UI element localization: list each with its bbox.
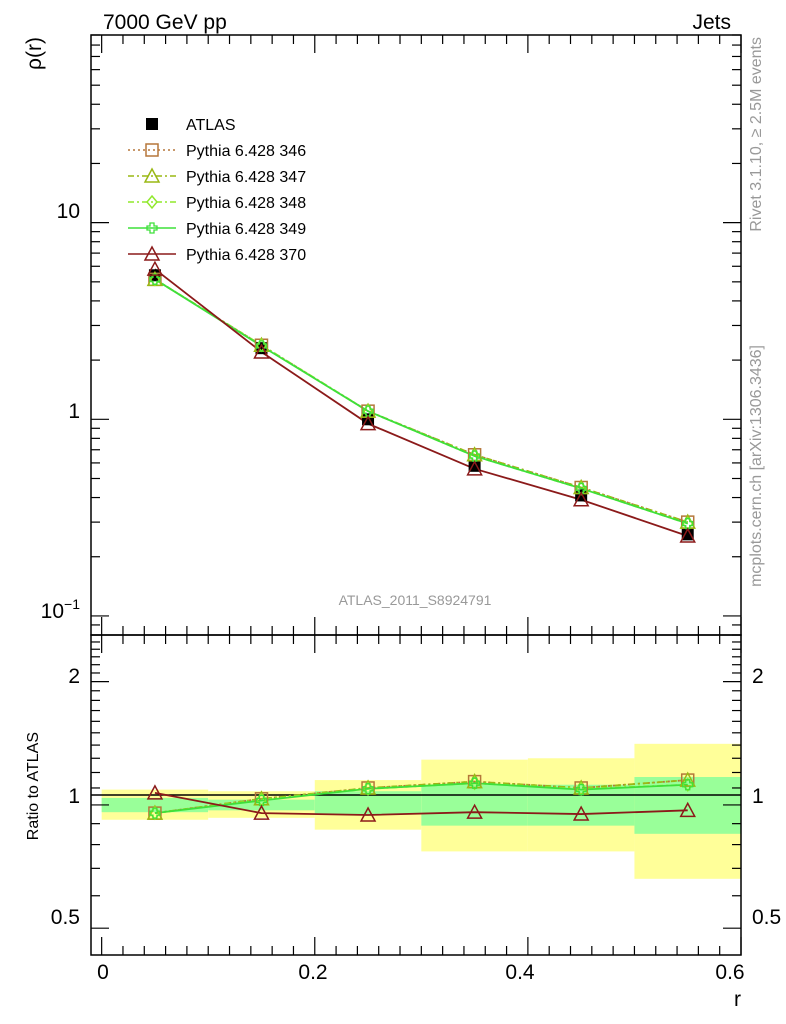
y-tick-label-0.1: 10−1 [41, 596, 81, 623]
ratio-series-point [468, 777, 481, 789]
rivet-label: Rivet 3.1.10, ≥ 2.5M events [748, 37, 765, 232]
series-line [154, 278, 688, 523]
series-point [146, 260, 164, 276]
ratio-series-point [679, 801, 696, 818]
ratio-series-line [154, 782, 688, 814]
x-tick-label-0.2: 0.2 [298, 961, 327, 984]
legend-marker [145, 143, 159, 157]
legend-marker [146, 222, 158, 234]
mcplots-label: mcplots.cern.ch [arXiv:1306.3436] [748, 345, 765, 587]
x-tick-label-0.4: 0.4 [505, 961, 535, 984]
series-line [154, 268, 689, 537]
legend: ATLAS Pythia 6.428 346 Pythia 6.428 347 Pyt… [128, 117, 306, 264]
top-panel: ATLAS_2011_S8924791 ρ(r) 10−1 1 10 ATLAS… [23, 34, 742, 636]
legend-label: Pythia 6.428 347 [186, 169, 306, 186]
ratio-tick-label-1-right: 1 [752, 785, 764, 808]
ratio-series-line [154, 779, 688, 814]
ratio-tick-label-0.5-left: 0.5 [51, 906, 80, 929]
ratio-series-point [253, 804, 270, 820]
ratio-series-line [154, 792, 688, 816]
y-tick-label-0.1-exponent: −1 [64, 596, 80, 612]
top-y-axis-label: ρ(r) [23, 37, 46, 70]
y-tick-label-10: 10 [57, 200, 80, 223]
series-line [154, 278, 688, 523]
ratio-panel-frame [90, 634, 742, 956]
legend-label: Pythia 6.428 348 [186, 195, 306, 212]
series-point [362, 405, 374, 417]
series-point [679, 527, 696, 543]
ratio-band-inner [314, 791, 422, 815]
legend-label: ATLAS [186, 117, 236, 134]
x-axis-label: r [734, 988, 741, 1011]
top-panel-watermark: ATLAS_2011_S8924791 [339, 592, 492, 608]
legend-label: Pythia 6.428 346 [186, 143, 306, 160]
ratio-series-point [575, 783, 587, 796]
series-point [255, 340, 268, 352]
series-point [253, 343, 270, 359]
ratio-tick-label-2-right: 2 [752, 665, 764, 688]
ratio-series-point [682, 779, 694, 791]
legend-marker [143, 167, 161, 183]
ratio-series-point [149, 807, 161, 819]
series-point [359, 415, 377, 431]
legend-label: Pythia 6.428 370 [186, 247, 306, 264]
ratio-series-point [146, 784, 164, 800]
series-point [572, 491, 590, 507]
ratio-tick-label-2-left: 2 [68, 665, 80, 688]
legend-marker [146, 194, 158, 210]
x-tick-label-0: 0 [97, 961, 109, 984]
ratio-band-inner [527, 784, 635, 826]
x-tick-label-0.6: 0.6 [715, 961, 744, 984]
header-right: Jets [692, 11, 731, 34]
series-point [149, 273, 161, 285]
ratio-panel: Ratio to ATLAS 2 1 0.5 2 1 0.5 [25, 634, 781, 956]
series-point [575, 482, 587, 495]
y-tick-label-1: 1 [68, 400, 80, 423]
legend-marker [143, 245, 161, 261]
ratio-series-point [255, 794, 268, 807]
series-point [466, 460, 483, 476]
series-line [154, 278, 689, 525]
atlas-data-point [681, 528, 694, 541]
series-line [154, 278, 689, 525]
ratio-y-axis-label: Ratio to ATLAS [25, 732, 42, 840]
series-point [468, 450, 481, 462]
ratio-tick-label-0.5-right: 0.5 [752, 906, 781, 929]
ratio-tick-label-1-left: 1 [68, 785, 80, 808]
header-left: 7000 GeV pp [103, 11, 227, 34]
ratio-series-point [679, 771, 696, 787]
series-point [682, 517, 694, 530]
legend-label: Pythia 6.428 349 [186, 221, 306, 238]
ratio-series-point [362, 783, 374, 795]
legend-marker [146, 118, 158, 130]
ratio-series-point [359, 806, 377, 822]
ratio-series-point [466, 803, 483, 819]
ratio-series-point [572, 805, 590, 821]
